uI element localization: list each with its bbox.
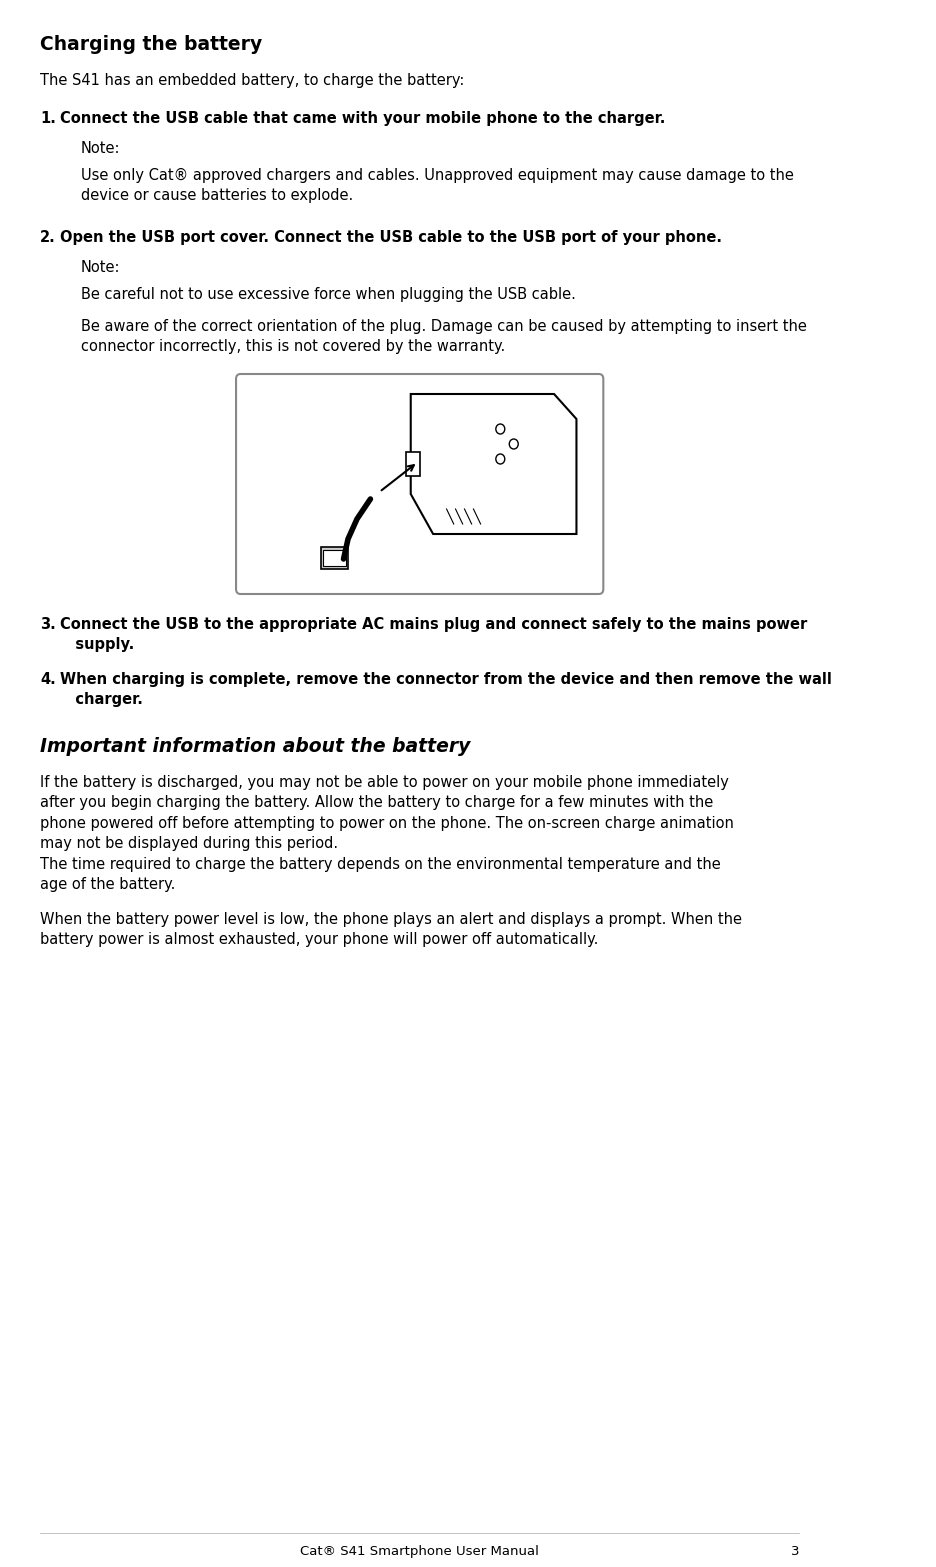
Text: Important information about the battery: Important information about the battery	[40, 736, 470, 755]
Text: Be aware of the correct orientation of the plug. Damage can be caused by attempt: Be aware of the correct orientation of t…	[80, 320, 806, 354]
Circle shape	[509, 439, 518, 450]
Text: 3: 3	[790, 1545, 798, 1558]
Text: 4.: 4.	[40, 672, 56, 686]
Text: Connect the USB to the appropriate AC mains plug and connect safely to the mains: Connect the USB to the appropriate AC ma…	[60, 617, 807, 652]
Text: 1.: 1.	[40, 111, 56, 125]
Text: Open the USB port cover. Connect the USB cable to the USB port of your phone.: Open the USB port cover. Connect the USB…	[60, 230, 722, 244]
Text: Charging the battery: Charging the battery	[40, 34, 262, 53]
FancyBboxPatch shape	[236, 375, 603, 594]
Circle shape	[495, 454, 505, 464]
Text: The S41 has an embedded battery, to charge the battery:: The S41 has an embedded battery, to char…	[40, 74, 464, 88]
Text: Be careful not to use excessive force when plugging the USB cable.: Be careful not to use excessive force wh…	[80, 287, 575, 302]
Circle shape	[495, 425, 505, 434]
Text: Note:: Note:	[80, 141, 120, 157]
Polygon shape	[410, 393, 576, 534]
Bar	[406, 451, 419, 476]
Text: When charging is complete, remove the connector from the device and then remove : When charging is complete, remove the co…	[60, 672, 831, 707]
Text: Connect the USB cable that came with your mobile phone to the charger.: Connect the USB cable that came with you…	[60, 111, 665, 125]
Text: If the battery is discharged, you may not be able to power on your mobile phone : If the battery is discharged, you may no…	[40, 776, 734, 851]
Bar	[321, 547, 347, 569]
Text: Note:: Note:	[80, 260, 120, 274]
Text: Cat® S41 Smartphone User Manual: Cat® S41 Smartphone User Manual	[300, 1545, 538, 1558]
Text: The time required to charge the battery depends on the environmental temperature: The time required to charge the battery …	[40, 857, 721, 892]
Text: 3.: 3.	[40, 617, 56, 632]
Text: When the battery power level is low, the phone plays an alert and displays a pro: When the battery power level is low, the…	[40, 912, 741, 948]
Bar	[323, 550, 346, 566]
Text: Use only Cat® approved chargers and cables. Unapproved equipment may cause damag: Use only Cat® approved chargers and cabl…	[80, 168, 793, 202]
Text: 2.: 2.	[40, 230, 56, 244]
